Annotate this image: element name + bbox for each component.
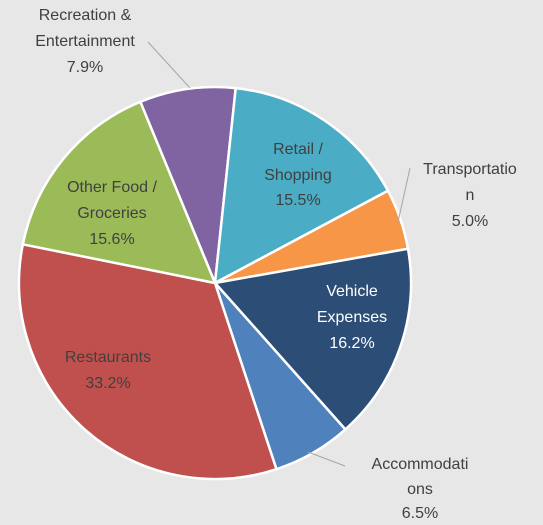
value-label: 15.6% xyxy=(89,231,134,248)
pie-slice xyxy=(138,85,238,284)
pie-slice xyxy=(17,242,278,481)
label-line: n xyxy=(466,187,475,204)
label-line: Accommodati xyxy=(372,456,469,473)
label-line: Recreation & xyxy=(39,7,132,24)
leader-line xyxy=(307,451,346,467)
category-label: Other Food / Groceries xyxy=(67,179,157,222)
category-label: Accommodati ons xyxy=(372,456,469,498)
label-line: Expenses xyxy=(317,309,387,326)
label-line: Transportatio xyxy=(423,161,517,178)
value-label: 15.5% xyxy=(275,192,320,209)
value-label: 7.9% xyxy=(67,59,103,76)
category-label: Retail / Shopping xyxy=(264,141,332,184)
label-line: Other Food / xyxy=(67,179,157,196)
label-line: Restaurants xyxy=(65,349,151,366)
category-label: Vehicle Expenses xyxy=(317,283,387,326)
leader-line xyxy=(147,41,191,89)
label-line: Retail / xyxy=(273,141,323,158)
category-label: Recreation & Entertainment xyxy=(35,7,135,50)
label-line: Entertainment xyxy=(35,33,135,50)
value-label: 16.2% xyxy=(329,335,374,352)
label-line: Groceries xyxy=(77,205,146,222)
value-label: 5.0% xyxy=(452,213,488,230)
leader-line xyxy=(397,167,411,223)
pie-slice xyxy=(212,247,413,432)
label-line: Vehicle xyxy=(326,283,378,300)
label-line: Shopping xyxy=(264,167,332,184)
pie-slice xyxy=(213,86,390,286)
label-line: ons xyxy=(407,481,433,498)
category-label: Transportatio n xyxy=(423,161,517,204)
category-label: Restaurants xyxy=(65,349,151,366)
pie-slice xyxy=(21,100,218,285)
value-label: 33.2% xyxy=(85,375,130,392)
value-label: 6.5% xyxy=(402,505,438,522)
